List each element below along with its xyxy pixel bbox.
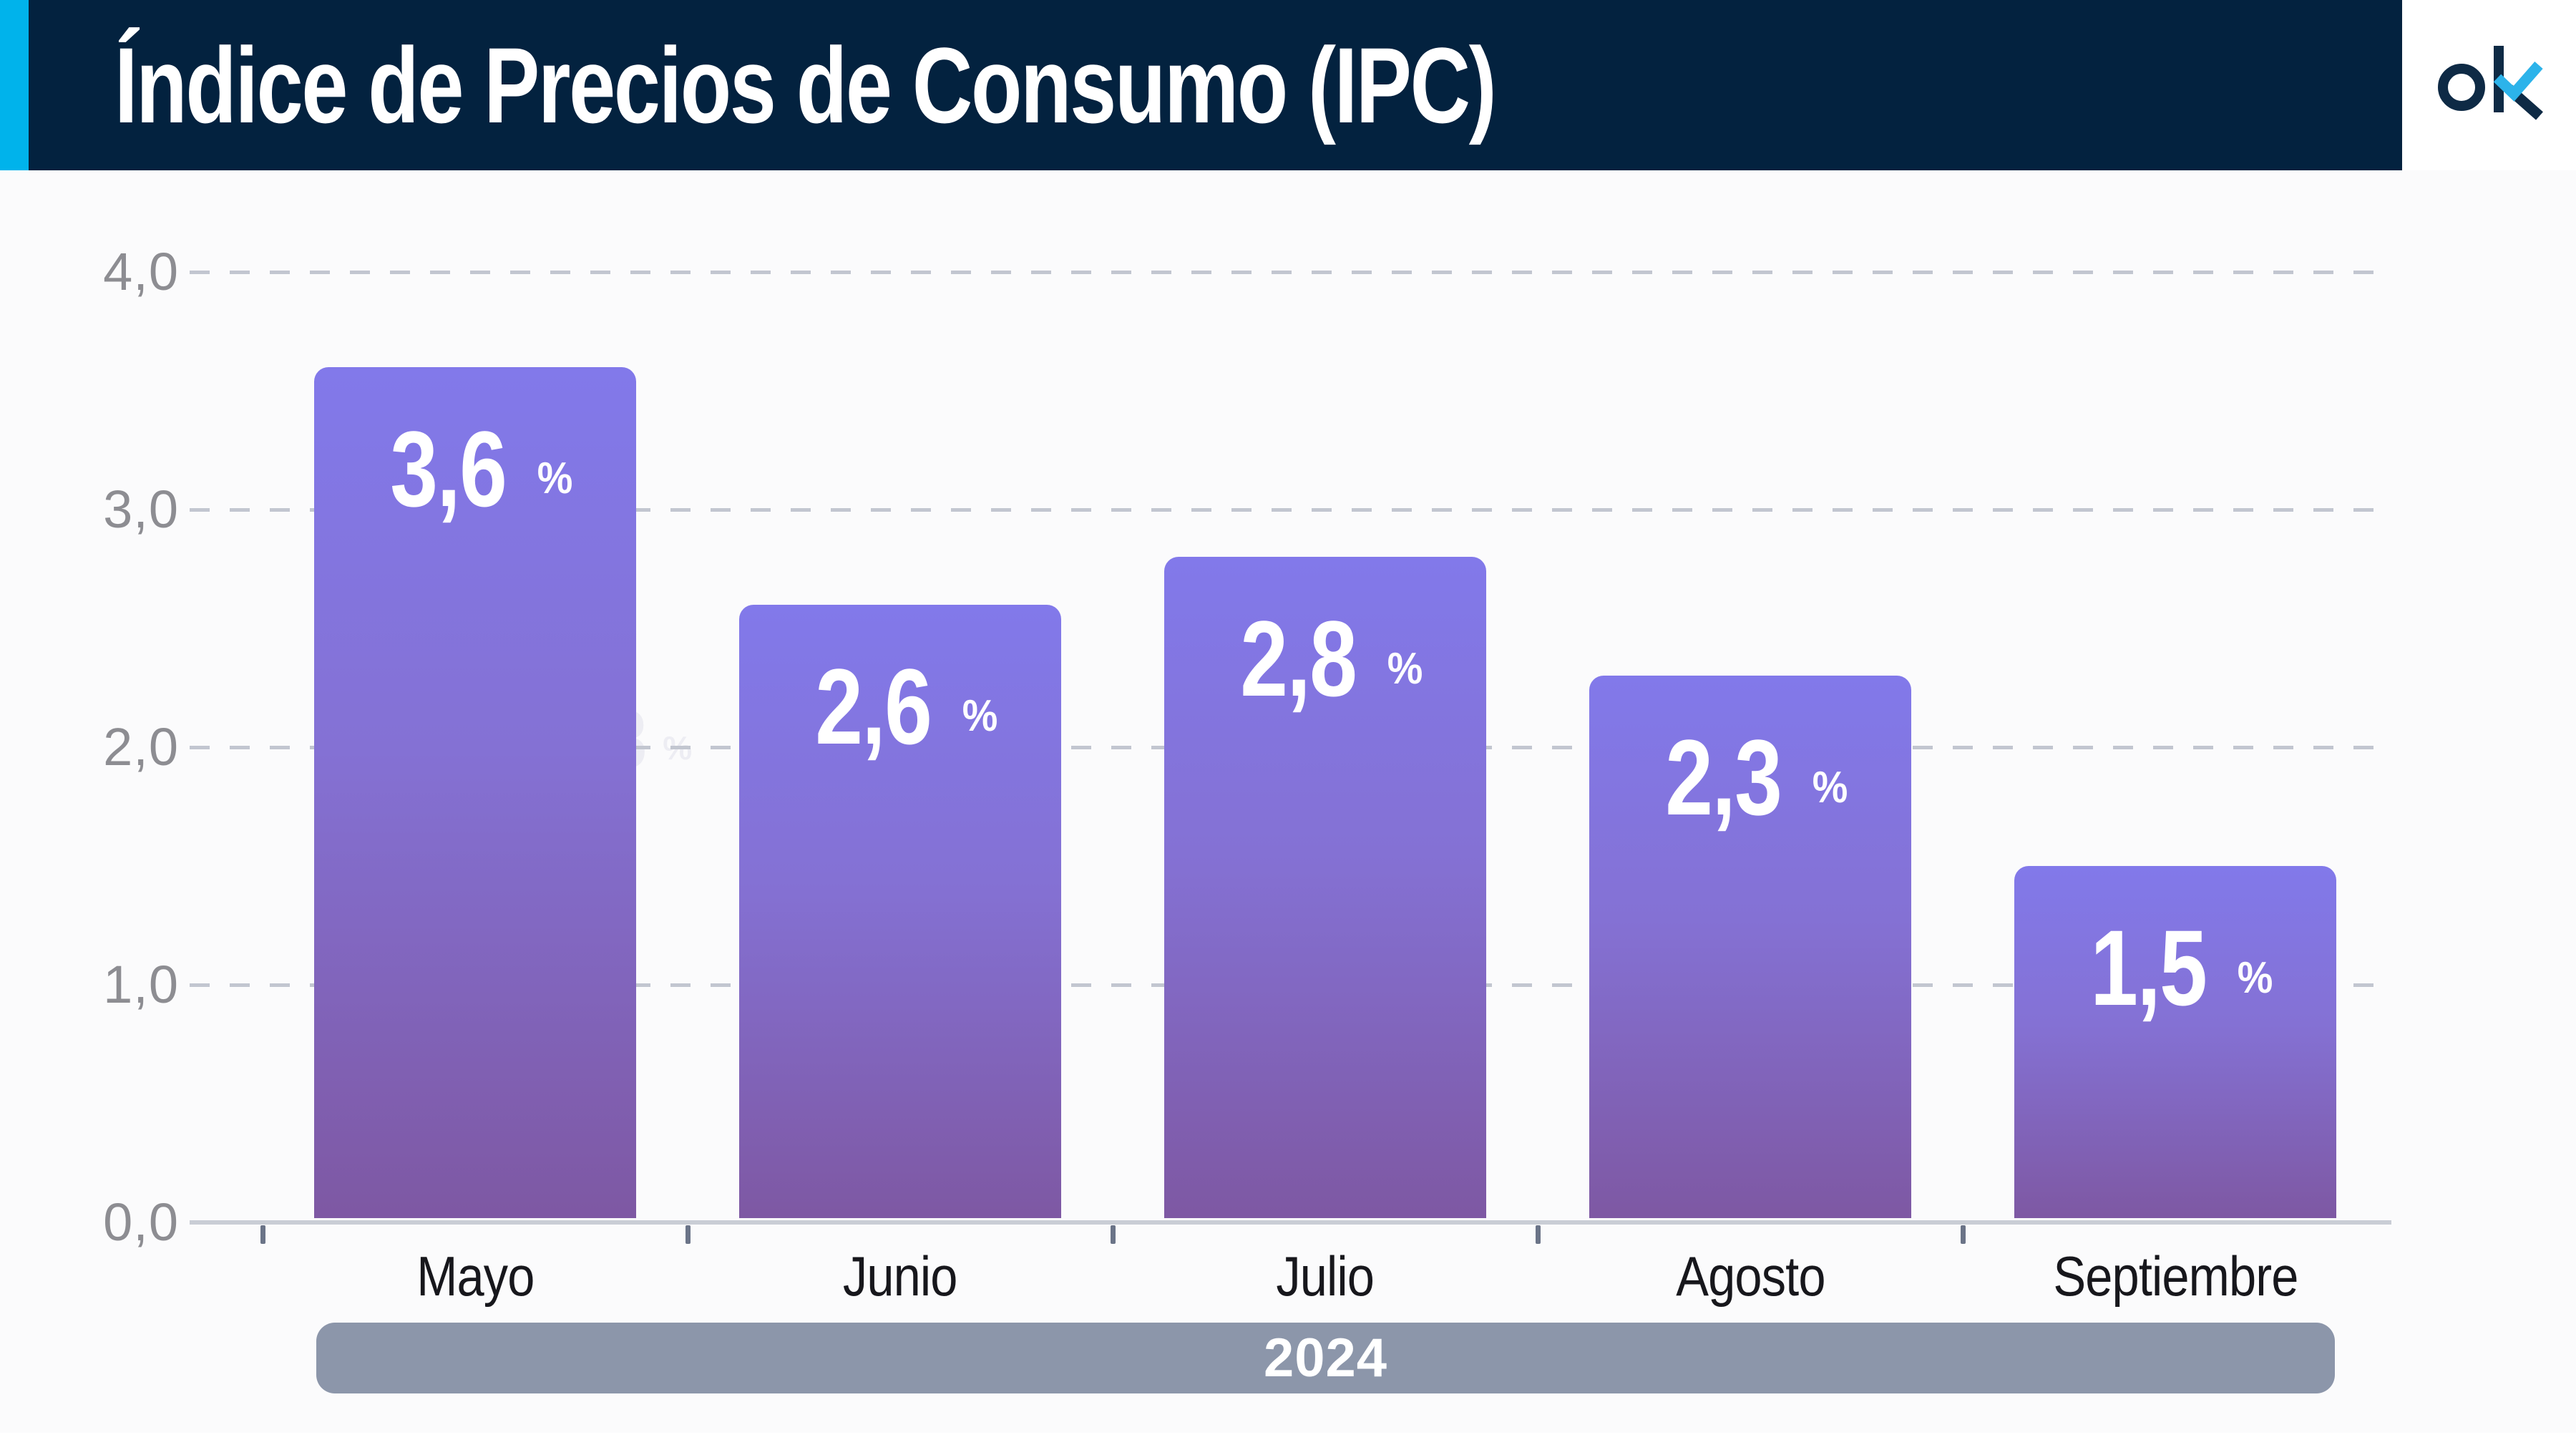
bar-value-number: 2,6 (815, 646, 932, 767)
x-axis-tick (1961, 1225, 1966, 1244)
gridline-4,0 (190, 271, 2391, 274)
bar-value-label: 3,6 % (314, 408, 636, 529)
ok-logo-icon (2438, 46, 2543, 120)
year-label: 2024 (1263, 1328, 1388, 1388)
accent-stripe (0, 0, 29, 170)
y-axis-label: 3,0 (103, 480, 179, 539)
x-axis-label-septiembre: Septiembre (2052, 1245, 2298, 1308)
bar-value-label: 2,8 % (1164, 598, 1486, 719)
y-axis-label: 2,0 (103, 717, 179, 777)
bar-percent-sign: % (2237, 953, 2273, 1003)
gridline-3,0 (190, 508, 2391, 512)
bar-agosto: 2,3 % (1589, 676, 1911, 1218)
year-pill: 2024 (316, 1323, 2335, 1393)
x-axis-label-julio: Julio (1276, 1245, 1375, 1308)
y-axis-label: 0,0 (103, 1192, 179, 1252)
x-axis-tick (260, 1225, 265, 1244)
x-axis-label-mayo: Mayo (416, 1245, 535, 1308)
bar-julio: 2,8 % (1164, 557, 1486, 1218)
bar-value-number: 3,6 (390, 408, 507, 529)
okdiario-logo (2402, 0, 2576, 170)
x-axis-label-agosto: Agosto (1675, 1245, 1825, 1308)
x-axis-tick (1536, 1225, 1541, 1244)
bar-percent-sign: % (1387, 643, 1423, 694)
header-bar: Índice de Precios de Consumo (IPC) (0, 0, 2576, 170)
x-axis-tick (1111, 1225, 1116, 1244)
x-axis-label-junio: Junio (843, 1245, 958, 1308)
bar-percent-sign: % (962, 691, 998, 741)
y-axis-label: 4,0 (103, 242, 179, 301)
bar-value-label: 2,3 % (1589, 717, 1911, 838)
bottom-margin (0, 1433, 2576, 1450)
bar-value-number: 1,5 (2090, 908, 2207, 1028)
bar-percent-sign: % (1812, 762, 1848, 812)
page-title: Índice de Precios de Consumo (IPC) (114, 24, 1497, 145)
bar-mayo: 3,6 % (314, 366, 636, 1218)
y-axis-label: 1,0 (103, 955, 179, 1014)
bar-value-label: 2,6 % (739, 646, 1061, 767)
bar-value-number: 2,8 (1240, 598, 1357, 719)
bar-value-label: 1,5 % (2014, 908, 2336, 1028)
bar-percent-sign: % (537, 454, 573, 504)
x-axis-line (190, 1220, 2391, 1225)
x-axis-tick (686, 1225, 691, 1244)
bar-septiembre: 1,5 % (2014, 866, 2336, 1218)
bar-value-number: 2,3 (1665, 717, 1782, 838)
page-title-wrap: Índice de Precios de Consumo (IPC) (114, 0, 1885, 170)
bar-junio: 2,6 % (739, 604, 1061, 1218)
